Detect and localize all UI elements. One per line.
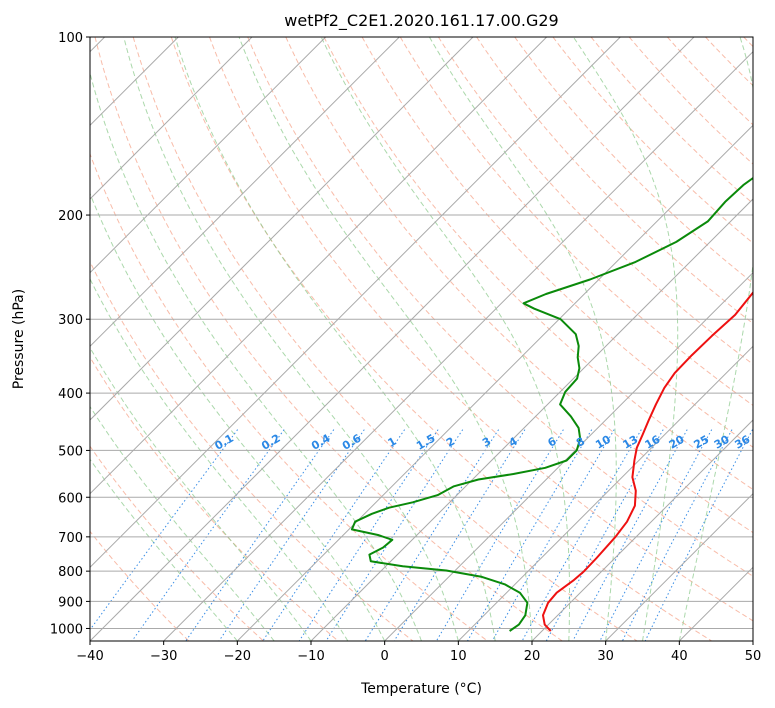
dry-adiabat-line [628, 37, 753, 165]
plot-background [90, 37, 753, 641]
x-tick-label: 50 [745, 649, 762, 664]
moist-adiabat-line [90, 458, 238, 641]
x-tick-label: −40 [76, 649, 103, 664]
x-tick-label: 40 [671, 649, 688, 664]
mixing-ratio-line [521, 429, 642, 641]
x-tick-label: 30 [597, 649, 614, 664]
grid-lines [90, 37, 753, 641]
moist-adiabat-line [174, 37, 496, 641]
x-tick-label: −10 [297, 649, 324, 664]
y-axis-label: Pressure (hPa) [11, 289, 27, 389]
isotherm-line [163, 50, 753, 641]
moist-adiabat-line [123, 37, 459, 641]
x-tick-label: 10 [450, 649, 467, 664]
isotherm-line [90, 37, 474, 421]
mixing-ratio-line [131, 429, 285, 641]
y-tick-label: 100 [58, 31, 83, 46]
mixing-ratio-line [364, 429, 500, 641]
dry-adiabat-line [323, 37, 753, 491]
plot-frame [89, 36, 754, 642]
isotherm-line [90, 37, 695, 641]
dewpoint-profile-line [350, 176, 753, 632]
mixing-ratio-line [262, 429, 406, 641]
isotherm-line [90, 37, 548, 495]
y-tick-label: 400 [58, 387, 83, 402]
mixing-ratio-line [435, 429, 564, 641]
mixing-ratio-line [467, 429, 593, 641]
y-tick-label: 500 [58, 444, 83, 459]
x-tick-label: −20 [224, 649, 251, 664]
isotherm-line [236, 124, 753, 641]
mixing-ratio-line [393, 429, 526, 641]
dry-adiabat-line [90, 445, 264, 641]
dry-adiabat-line [90, 530, 190, 641]
axes: −40 −30 −20 −10 0 10 20 30 40 50 100 200 300 400 500 60… [50, 31, 761, 664]
dry-adiabat-line [247, 37, 753, 577]
isotherm-line [90, 37, 327, 274]
background-lines [90, 37, 753, 641]
y-tick-label: 700 [58, 531, 83, 546]
y-tick-label: 1000 [50, 622, 83, 637]
isoline-labels: 0.10.20.40.611.52346810131620253036-100-… [213, 431, 753, 452]
isotherm-line [531, 419, 753, 641]
y-tick-label: 200 [58, 209, 83, 224]
isotherm-line [384, 271, 753, 641]
dry-adiabat-line [90, 260, 414, 641]
moist-adiabat-line [90, 192, 386, 641]
dry-adiabat-line [94, 37, 563, 641]
y-tick-label: 800 [58, 565, 83, 580]
dry-adiabat-line [209, 37, 753, 622]
temperature-profile-line [542, 290, 753, 632]
mixing-ratio-line [185, 429, 335, 641]
x-tick-label: 0 [381, 649, 389, 664]
isotherm-line [90, 37, 621, 569]
dry-adiabat-line [132, 37, 638, 641]
isotherm-line [457, 345, 753, 641]
mixing-ratio-line [545, 429, 664, 641]
x-axis-label: Temperature (°C) [360, 681, 482, 697]
y-tick-label: 900 [58, 595, 83, 610]
mixing-ratio-line [572, 429, 688, 641]
profile-lines [350, 176, 753, 632]
moist-adiabat-line [572, 37, 679, 641]
moist-adiabat-line [90, 71, 422, 641]
chart-title: wetPf2_C2E1.2020.161.17.00.G29 [284, 11, 558, 31]
moist-adiabat-line [90, 405, 275, 641]
x-tick-label: 20 [524, 649, 541, 664]
dry-adiabat-line [552, 37, 753, 244]
dry-adiabat-line [399, 37, 753, 407]
y-tick-label: 300 [58, 313, 83, 328]
moist-adiabat-line [320, 37, 571, 641]
x-tick-label: −30 [150, 649, 177, 664]
dry-adiabat-line [285, 37, 753, 534]
mixing-ratio-line [218, 429, 365, 641]
isotherm-line [90, 37, 253, 200]
moist-adiabat-line [678, 37, 753, 641]
y-tick-label: 600 [58, 491, 83, 506]
isotherm-line [605, 492, 753, 641]
mixing-ratio-line [599, 429, 713, 641]
moist-adiabat-line [90, 277, 349, 641]
isotherm-line [90, 37, 400, 348]
dry-adiabat-line [514, 37, 753, 284]
mixing-ratio-line [491, 429, 615, 641]
moist-adiabat-line [238, 37, 533, 641]
dry-adiabat-line [170, 37, 712, 641]
dry-adiabat-line [437, 37, 753, 365]
isotherm-line [752, 640, 753, 641]
mixing-ratio-line [621, 429, 733, 641]
isotherm-line [310, 198, 753, 641]
moist-adiabat-line [428, 37, 617, 641]
